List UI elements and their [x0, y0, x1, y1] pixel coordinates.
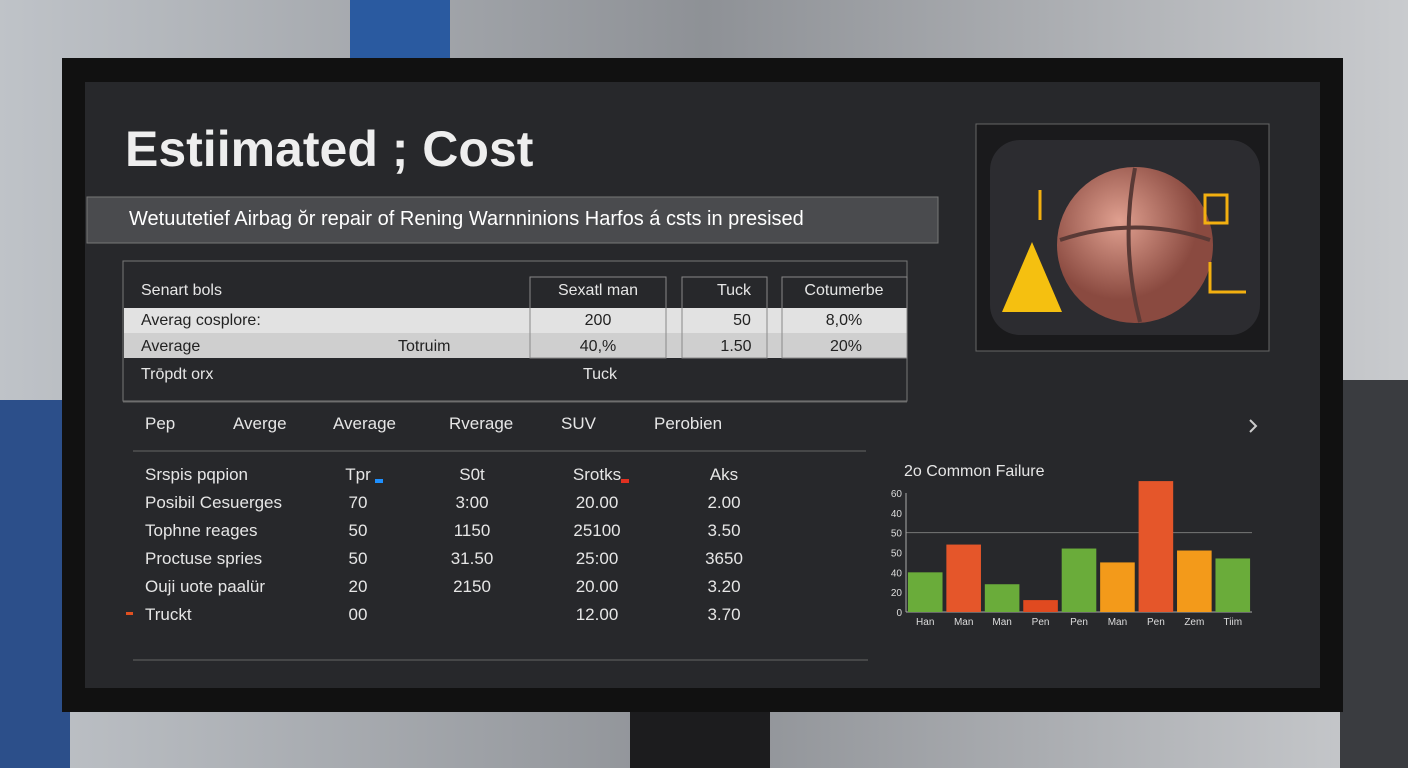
x-tick-label: Tiim — [1224, 617, 1243, 628]
cell: 3.20 — [707, 577, 741, 596]
bar — [1138, 481, 1174, 612]
cell: 12.00 — [575, 605, 619, 624]
cell: Truckt — [145, 605, 192, 624]
cell: 3650 — [705, 549, 743, 568]
x-tick-label: Man — [1108, 617, 1127, 628]
cell: 20.00 — [575, 493, 619, 512]
cell: Perobien — [654, 414, 723, 433]
cell: Tpr — [345, 465, 371, 484]
y-tick-label: 50 — [891, 549, 903, 560]
cell: Srspis pqpion — [145, 465, 249, 484]
cell: 3:00 — [455, 493, 489, 512]
x-tick-label: Pen — [1032, 617, 1050, 628]
title: Estiimated ; Cost — [125, 121, 534, 177]
x-tick-label: Pen — [1147, 617, 1165, 628]
cell: 200 — [584, 312, 612, 329]
cell: 31.50 — [450, 549, 494, 568]
cell: Posibil Cesuerges — [145, 493, 283, 512]
cabinet — [0, 400, 70, 768]
y-tick-label: 50 — [891, 529, 903, 540]
cell: 20.00 — [575, 577, 619, 596]
cell: 00 — [348, 605, 368, 624]
cell: Ouji uote paalür — [145, 577, 266, 596]
cell: Srotks — [572, 465, 622, 484]
marker — [621, 479, 629, 483]
bar — [946, 544, 981, 612]
cell: Average — [333, 414, 397, 433]
cell: Trōpdt orx — [141, 366, 214, 383]
marker — [375, 479, 383, 483]
cell: Tophne reages — [145, 521, 258, 540]
chevron[interactable] — [1249, 419, 1258, 433]
bar — [1023, 600, 1058, 612]
y-tick-label: 40 — [891, 568, 903, 579]
chart-title: 2o Common Failure — [904, 463, 1045, 480]
cell: Tuck — [582, 366, 618, 383]
cell: Pep — [145, 414, 176, 433]
warning-icon — [1002, 242, 1062, 312]
cell: Average — [141, 338, 201, 355]
bar — [1061, 548, 1097, 612]
cell: SUV — [561, 414, 596, 433]
icon — [1038, 190, 1246, 294]
x-tick-label: Man — [992, 617, 1011, 628]
cell: 50 — [348, 549, 368, 568]
row-bg — [124, 333, 907, 358]
y-tick-label: 20 — [891, 588, 903, 599]
cell: Totruim — [398, 338, 451, 355]
x-tick-label: Pen — [1070, 617, 1088, 628]
banner: Wetuutetief Airbag ŏr repair of Rening W… — [129, 208, 804, 230]
row-bg — [124, 308, 907, 333]
icon — [1203, 193, 1229, 225]
bar — [1100, 562, 1135, 612]
cell: 50 — [733, 312, 751, 329]
marker — [126, 612, 133, 615]
bar — [907, 572, 943, 612]
bar — [1177, 550, 1212, 612]
cell: 2.00 — [707, 493, 741, 512]
cell: 1.50 — [720, 338, 752, 355]
cell: Averag cosplore: — [141, 312, 261, 329]
bar — [984, 584, 1020, 612]
y-tick-label: 40 — [891, 509, 903, 520]
cell-frame — [529, 276, 667, 359]
cell: 20% — [829, 338, 863, 355]
cell: Proctuse spries — [145, 549, 263, 568]
cell: Rverage — [449, 414, 514, 433]
banner-bg — [86, 196, 939, 244]
y-tick-label: 60 — [891, 489, 903, 500]
cell: 3.50 — [707, 521, 741, 540]
cell: 2150 — [453, 577, 491, 596]
cell: Sexatl man — [557, 282, 639, 299]
cell: Senart bols — [141, 282, 222, 299]
x-tick-label: Man — [954, 617, 973, 628]
cell: 3.70 — [707, 605, 741, 624]
cell: 25:00 — [575, 549, 619, 568]
cell: Averge — [233, 414, 287, 433]
cell: 20 — [348, 577, 368, 596]
x-tick-label: Han — [916, 617, 934, 628]
seam — [1059, 167, 1211, 323]
cell: 8,0% — [825, 312, 863, 329]
x-tick-label: Zem — [1184, 617, 1204, 628]
bar-chart: 0 20 40 50 50 40 60 Han Man Man Pen Pen Man Pen Zem Tii… — [891, 481, 1252, 628]
cell: Cotumerbe — [804, 282, 884, 299]
cell: 70 — [348, 493, 368, 512]
cell-frame — [781, 276, 908, 359]
cell: 1150 — [453, 521, 491, 540]
cell: S0t — [459, 465, 485, 484]
bar — [1215, 558, 1251, 612]
equipment — [1340, 380, 1408, 768]
cell: Tuck — [716, 282, 752, 299]
y-tick-label: 0 — [896, 608, 902, 619]
cell: Aks — [709, 465, 739, 484]
airbag-ball — [1057, 167, 1213, 323]
cell: 40,% — [579, 338, 617, 355]
cell-frame — [681, 276, 768, 359]
cell: 50 — [348, 521, 368, 540]
cell: 25100 — [573, 521, 621, 540]
